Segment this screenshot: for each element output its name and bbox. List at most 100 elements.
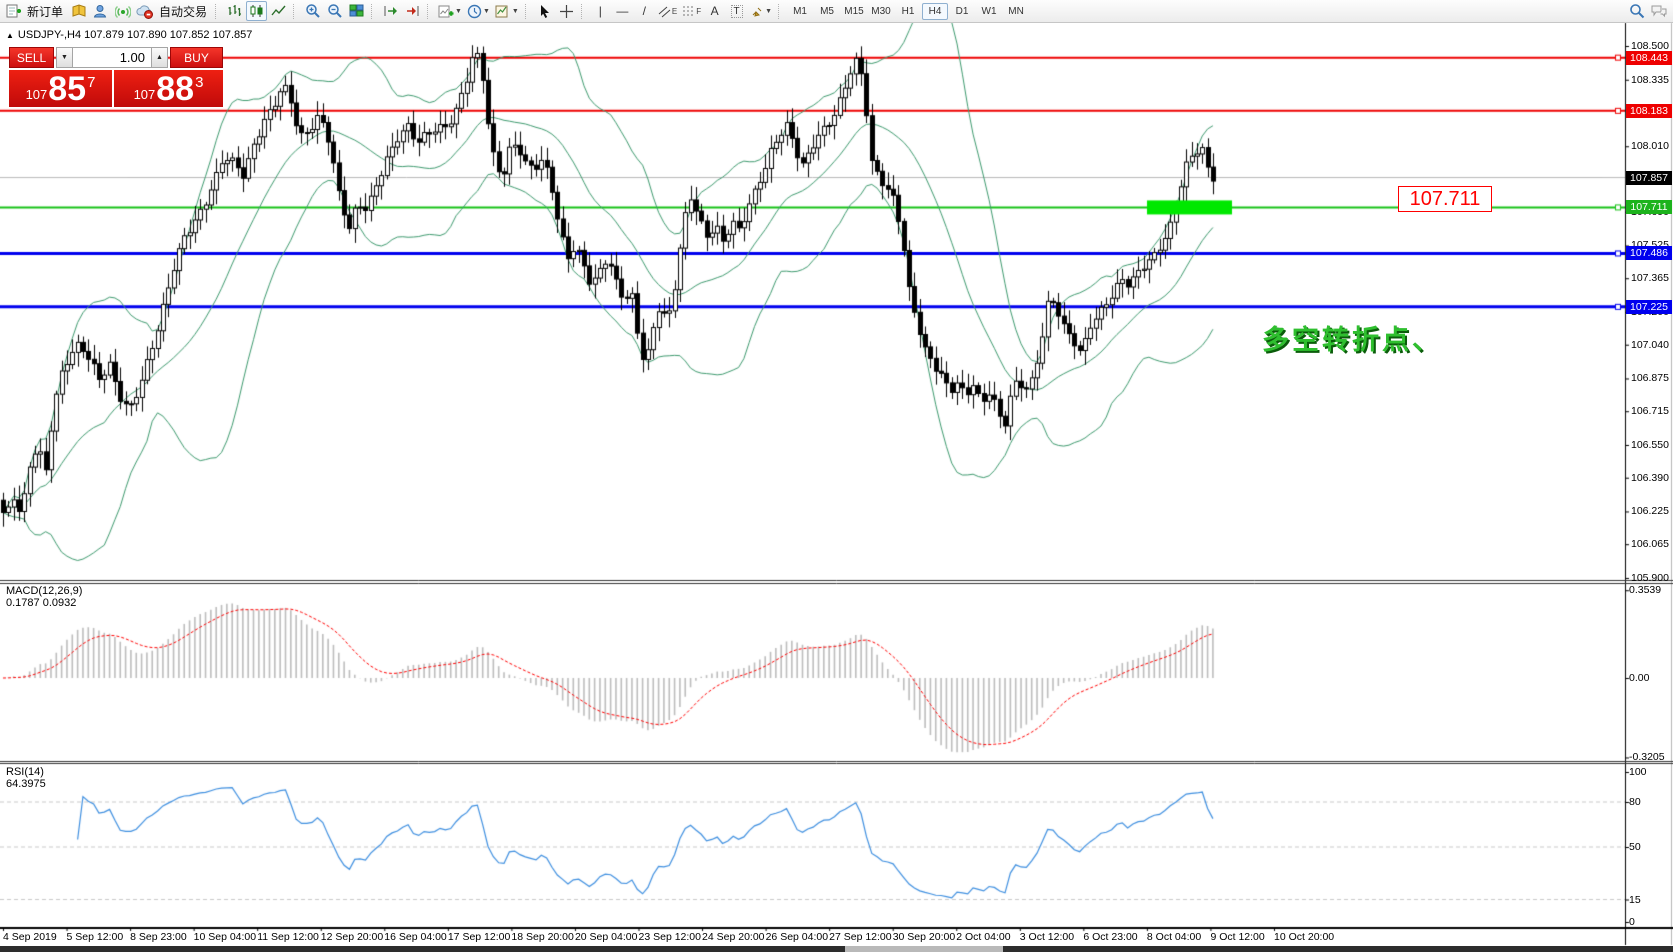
rsi-tick: 100	[1629, 766, 1647, 778]
timeframe-m15[interactable]: M15	[844, 5, 864, 17]
timeframe-m30[interactable]: M30	[871, 5, 891, 17]
label-letter: T	[730, 4, 743, 18]
toolbar-separator	[293, 3, 298, 19]
price-annotation-box[interactable]: 107.711	[1398, 186, 1492, 212]
vertical-line-tool[interactable]: |	[598, 4, 602, 18]
time-axis-label: 18 Sep 20:00	[511, 931, 574, 943]
zoom-out-icon	[327, 4, 342, 18]
horizontal-line-tool[interactable]: —	[616, 4, 629, 18]
collapse-arrow-icon[interactable]: ▲	[6, 31, 14, 40]
channel-icon	[658, 6, 671, 17]
fibonacci-icon	[683, 6, 696, 15]
channel-letter: E	[671, 6, 678, 16]
channel-tool[interactable]: E	[656, 1, 679, 21]
text-label-tool[interactable]: T	[726, 1, 747, 21]
cursor-tool-button[interactable]	[534, 1, 555, 21]
dropdown-arrow-icon: ▼	[455, 7, 462, 15]
chart-candles-button[interactable]	[246, 1, 268, 21]
rsi-tick: 0	[1629, 916, 1635, 928]
periods-button[interactable]: ▼	[465, 1, 492, 21]
price-tick: 106.390	[1631, 471, 1669, 484]
horizontal-scrollbar[interactable]	[0, 946, 1673, 952]
buy-button[interactable]: BUY	[170, 47, 223, 68]
tile-windows-button[interactable]	[346, 1, 367, 21]
chart-shift-button[interactable]	[402, 1, 423, 21]
toolbar-separator	[371, 3, 376, 19]
timeframe-d1[interactable]: D1	[955, 5, 969, 17]
time-axis-label: 8 Oct 04:00	[1146, 931, 1202, 943]
timeframe-group: M1 M5 M15 M30 H1 H4 D1 W1 MN	[787, 2, 1029, 20]
trendline-tool[interactable]: /	[642, 4, 647, 18]
chart-line-button[interactable]	[268, 1, 289, 21]
rsi-indicator-label: RSI(14) 64.3975	[6, 766, 46, 790]
sell-price-panel[interactable]: 107 85 7	[9, 70, 112, 107]
time-axis-label: 10 Sep 04:00	[193, 931, 257, 943]
template-icon	[495, 5, 508, 17]
chart-bars-button[interactable]	[224, 1, 245, 21]
volume-decrease-button[interactable]: ▼	[56, 47, 73, 68]
sell-price-sup: 7	[87, 74, 96, 91]
buy-price-panel[interactable]: 107 88 3	[114, 70, 223, 107]
toolbar-separator	[215, 3, 220, 19]
main-toolbar: 新订单 自动交易	[0, 0, 1673, 23]
chart-line-icon	[271, 5, 286, 16]
zoom-in-button[interactable]	[302, 1, 323, 21]
time-axis-label: 2 Oct 04:00	[956, 931, 1011, 943]
time-axis-label: 3 Oct 12:00	[1019, 931, 1075, 943]
arrows-icon	[752, 7, 762, 17]
crosshair-tool-button[interactable]	[556, 1, 577, 21]
text-tool[interactable]: A	[710, 4, 719, 18]
timeframe-w1[interactable]: W1	[981, 5, 997, 17]
time-axis-label: 10 Oct 20:00	[1274, 931, 1335, 943]
book-button[interactable]	[68, 1, 89, 21]
time-axis-label: 11 Sep 12:00	[257, 931, 319, 943]
autotrading-label[interactable]: 自动交易	[159, 4, 208, 19]
timeframe-m1[interactable]: M1	[793, 5, 807, 17]
templates-button[interactable]: ▼	[493, 1, 521, 21]
clock-icon	[467, 4, 482, 18]
fibonacci-tool[interactable]: F	[680, 1, 703, 21]
time-axis-label: 23 Sep 12:00	[638, 931, 701, 943]
signals-button[interactable]	[112, 1, 133, 21]
autotrading-button[interactable]	[134, 1, 156, 21]
price-tick: 108.335	[1631, 73, 1669, 86]
chinese-annotation-text[interactable]: 多空转折点、	[1262, 325, 1442, 355]
price-tick: 108.500	[1631, 40, 1669, 52]
scrollbar-thumb[interactable]	[845, 946, 1003, 952]
chat-button[interactable]	[1648, 1, 1670, 21]
time-axis-label: 24 Sep 20:00	[702, 931, 765, 943]
indicators-button[interactable]: ▼	[436, 1, 464, 21]
rsi-tick: 80	[1629, 796, 1641, 808]
profile-icon	[93, 4, 107, 17]
time-axis-label: 6 Oct 23:00	[1083, 931, 1138, 943]
profile-button[interactable]	[90, 1, 111, 21]
sell-button[interactable]: SELL	[9, 47, 54, 68]
time-axis-label: 4 Sep 2019	[3, 931, 57, 943]
timeframe-h4[interactable]: H4	[922, 2, 949, 20]
buy-price-sup: 3	[195, 74, 204, 91]
timeframe-m5[interactable]: M5	[820, 5, 834, 17]
time-axis-label: 26 Sep 04:00	[765, 931, 829, 943]
sell-price-big: 85	[48, 70, 87, 108]
new-order-label[interactable]: 新订单	[27, 4, 64, 19]
price-tag: 107.857	[1626, 170, 1672, 185]
time-axis-label: 12 Sep 20:00	[320, 931, 384, 943]
price-tick: 106.715	[1631, 405, 1669, 418]
auto-scroll-button[interactable]	[380, 1, 401, 21]
cursor-icon	[540, 4, 549, 18]
search-button[interactable]	[1626, 1, 1647, 21]
volume-increase-button[interactable]: ▲	[151, 47, 168, 68]
new-order-button[interactable]	[3, 1, 24, 21]
timeframe-h1[interactable]: H1	[901, 5, 915, 17]
price-tag: 108.443	[1626, 50, 1672, 65]
price-tick: 106.225	[1631, 505, 1669, 518]
arrows-tool[interactable]: ▼	[748, 1, 774, 21]
fibonacci-letter: F	[696, 6, 702, 16]
volume-input[interactable]: 1.00	[73, 47, 151, 68]
zoom-out-button[interactable]	[324, 1, 345, 21]
macd-tick: 0.00	[1629, 672, 1650, 684]
timeframe-mn[interactable]: MN	[1008, 5, 1024, 17]
price-tick: 106.550	[1631, 438, 1669, 451]
crosshair-icon	[559, 4, 573, 18]
